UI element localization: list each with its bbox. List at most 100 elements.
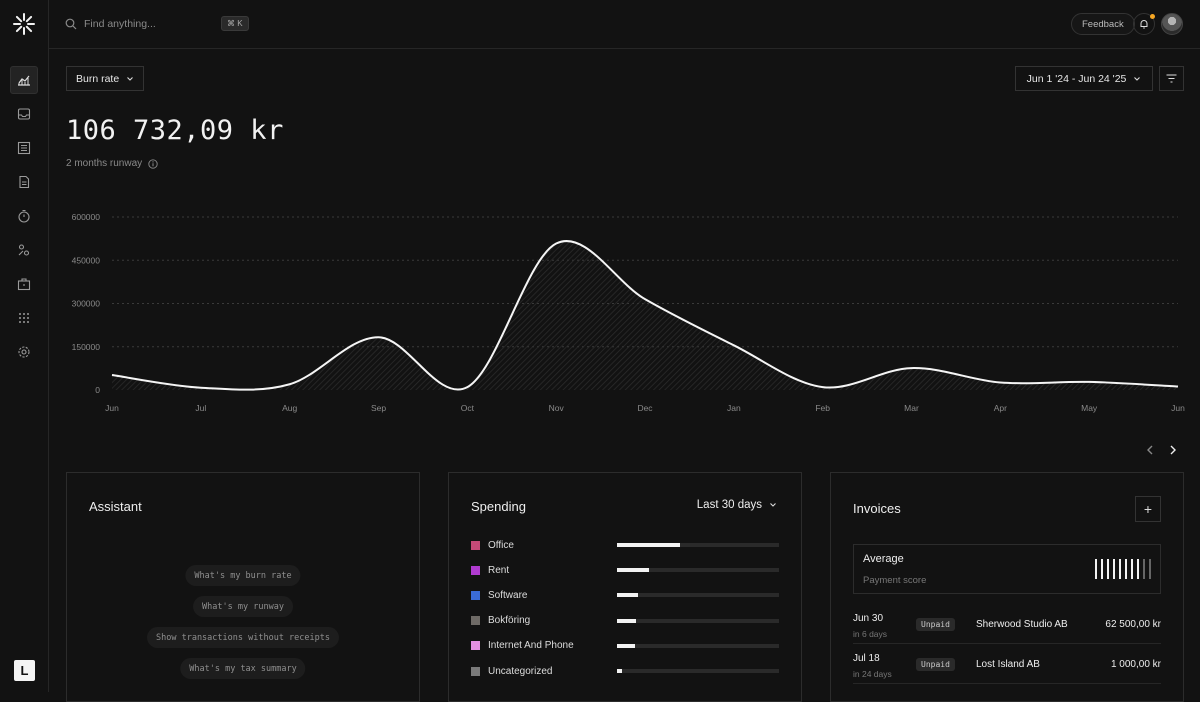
add-invoice-button[interactable]: + (1135, 496, 1161, 522)
category-label: Rent (488, 565, 625, 576)
sidebar-item-transactions[interactable] (10, 134, 38, 162)
assistant-suggestion[interactable]: What's my burn rate (185, 565, 300, 586)
spending-row[interactable]: Rent (471, 563, 781, 577)
x-tick-label: Apr (994, 403, 1007, 413)
filter-button[interactable] (1159, 66, 1184, 91)
info-icon[interactable] (148, 159, 158, 169)
x-tick-label: Feb (815, 403, 830, 413)
score-bar (1125, 559, 1127, 579)
search-input[interactable]: Find anything... (65, 13, 243, 35)
x-tick-label: May (1081, 403, 1098, 413)
x-tick-label: Jan (727, 403, 741, 413)
score-bar (1095, 559, 1097, 579)
sidebar-item-overview[interactable] (10, 66, 38, 94)
category-bar-fill (617, 644, 635, 648)
category-color-swatch (471, 616, 480, 625)
category-bar-fill (617, 568, 649, 572)
x-tick-label: Jul (195, 403, 206, 413)
y-tick-label: 600000 (72, 212, 101, 222)
metric-select[interactable]: Burn rate (66, 66, 144, 91)
spending-row[interactable]: Office (471, 538, 781, 552)
search-placeholder: Find anything... (84, 18, 156, 30)
y-tick-label: 0 (95, 385, 100, 395)
invoice-customer: Lost Island AB (976, 659, 1040, 670)
category-bar-fill (617, 593, 638, 597)
assistant-card: Assistant What's my burn rate What's my … (66, 472, 420, 702)
category-label: Uncategorized (488, 666, 625, 677)
chart-area (112, 241, 1178, 390)
logo-icon[interactable] (12, 12, 36, 36)
category-bar-track (617, 644, 779, 648)
invoice-customer: Sherwood Studio AB (976, 619, 1068, 630)
payment-score: Average Payment score (853, 544, 1161, 594)
payment-score-title: Average (863, 553, 904, 565)
category-label: Software (488, 590, 625, 601)
category-color-swatch (471, 667, 480, 676)
payment-score-bars (1095, 559, 1151, 579)
category-label: Bokföring (488, 615, 625, 626)
score-bar (1101, 559, 1103, 579)
feedback-button[interactable]: Feedback (1071, 13, 1135, 35)
y-tick-label: 300000 (72, 299, 101, 309)
category-bar-track (617, 619, 779, 623)
spending-period-select[interactable]: Last 30 days (697, 499, 777, 511)
chart-next-button[interactable] (1166, 443, 1180, 457)
user-avatar[interactable] (1161, 13, 1183, 35)
team-switcher[interactable]: L (14, 660, 35, 681)
spending-row[interactable]: Internet And Phone (471, 639, 781, 653)
invoice-date: Jun 30 (853, 613, 883, 624)
score-bar (1113, 559, 1115, 579)
score-bar (1143, 559, 1145, 579)
invoice-row[interactable]: Jul 18 in 24 days Unpaid Lost Island AB 1 00… (853, 644, 1161, 684)
assistant-suggestion[interactable]: Show transactions without receipts (147, 627, 339, 648)
assistant-suggestion[interactable]: What's my runway (193, 596, 293, 617)
date-range-picker[interactable]: Jun 1 '24 - Jun 24 '25 (1015, 66, 1153, 91)
inbox-icon (17, 107, 31, 121)
x-tick-label: Aug (282, 403, 297, 413)
score-bar (1149, 559, 1151, 579)
spending-period-label: Last 30 days (697, 499, 762, 511)
invoices-title: Invoices (853, 501, 901, 516)
top-header: Find anything... ⌘ K Feedback (49, 0, 1200, 49)
invoice-icon (17, 175, 31, 189)
score-bar (1107, 559, 1109, 579)
category-color-swatch (471, 566, 480, 575)
chart-prev-button[interactable] (1143, 443, 1157, 457)
spending-row[interactable]: Bokföring (471, 614, 781, 628)
score-bar (1131, 559, 1133, 579)
burn-rate-amount: 106 732,09 kr (66, 115, 284, 146)
category-bar-track (617, 543, 779, 547)
category-bar-track (617, 593, 779, 597)
invoice-date: Jul 18 (853, 653, 880, 664)
category-bar-fill (617, 619, 636, 623)
category-bar-fill (617, 669, 622, 673)
spending-row[interactable]: Uncategorized (471, 664, 781, 678)
sidebar-item-inbox[interactable] (10, 100, 38, 128)
sidebar-item-invoices[interactable] (10, 168, 38, 196)
bell-icon (1139, 19, 1149, 29)
search-shortcut: ⌘ K (221, 16, 249, 31)
filter-icon (1166, 74, 1177, 83)
x-tick-label: Sep (371, 403, 386, 413)
y-tick-label: 450000 (72, 255, 101, 265)
spending-row[interactable]: Software (471, 588, 781, 602)
assistant-suggestion[interactable]: What's my tax summary (180, 658, 305, 679)
spending-title: Spending (471, 499, 526, 514)
assistant-title: Assistant (89, 499, 142, 514)
chevron-down-icon (1133, 75, 1141, 83)
notification-dot (1150, 14, 1155, 19)
chevron-down-icon (769, 501, 777, 509)
chart-icon (17, 73, 31, 87)
x-tick-label: Dec (637, 403, 653, 413)
invoice-due: in 24 days (853, 669, 892, 679)
category-bar-track (617, 669, 779, 673)
category-color-swatch (471, 541, 480, 550)
invoice-status-badge: Unpaid (916, 658, 955, 671)
spending-card: Spending Last 30 days Office Rent Software… (448, 472, 802, 702)
metric-select-label: Burn rate (76, 73, 119, 85)
date-range-label: Jun 1 '24 - Jun 24 '25 (1027, 73, 1127, 85)
invoice-amount: 1 000,00 kr (1111, 659, 1161, 670)
notifications-button[interactable] (1133, 13, 1155, 35)
